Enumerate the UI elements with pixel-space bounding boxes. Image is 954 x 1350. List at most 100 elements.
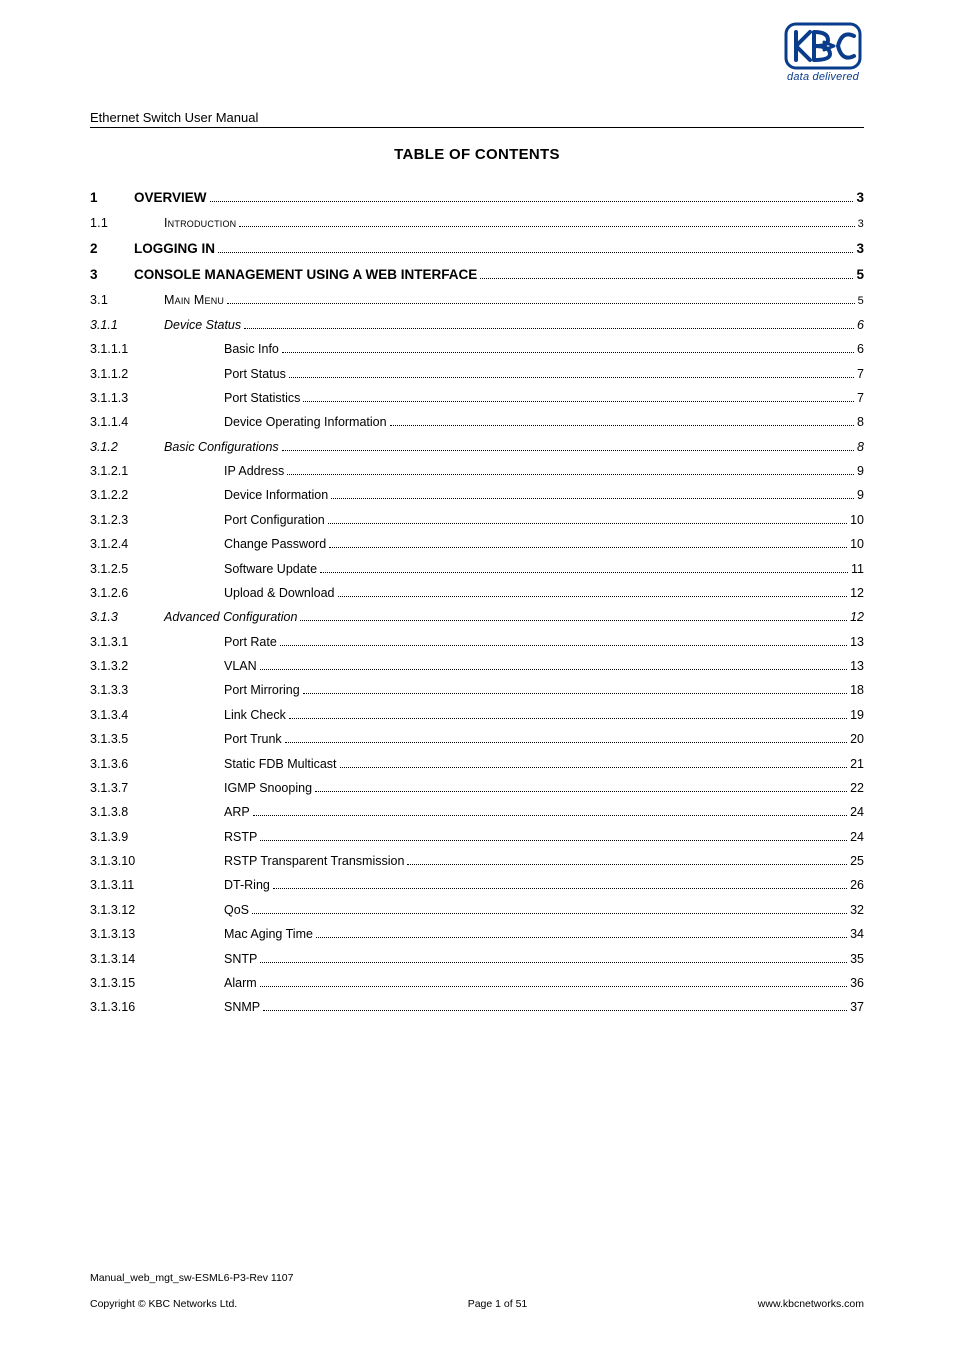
- toc-entry-label: Link Check: [224, 703, 286, 727]
- toc-entry-label: CONSOLE MANAGEMENT USING A WEB INTERFACE: [134, 262, 477, 288]
- toc-entry: 3.1.1.4Device Operating Information8: [90, 410, 864, 434]
- toc-entry: 3.1.3.9RSTP24: [90, 825, 864, 849]
- toc-entry: 3.1.3.3Port Mirroring18: [90, 678, 864, 702]
- toc-leader: [280, 637, 847, 646]
- toc-entry-number: 1: [90, 185, 134, 211]
- toc-entry-number: 3.1.1.4: [90, 410, 224, 434]
- toc-entry: 3.1.1.2Port Status7: [90, 362, 864, 386]
- toc-entry: 3.1.1.3Port Statistics7: [90, 386, 864, 410]
- toc-entry-label: Device Information: [224, 483, 328, 507]
- toc-entry: 3.1.2.5Software Update11: [90, 557, 864, 581]
- toc-entry: 2LOGGING IN 3: [90, 236, 864, 262]
- toc-entry-label: Advanced Configuration: [164, 605, 297, 629]
- kbc-logo-icon: [784, 22, 862, 70]
- toc-entry: 3.1.3.14SNTP35: [90, 947, 864, 971]
- footer-manual-id: Manual_web_mgt_sw-ESML6-P3-Rev 1107: [90, 1272, 864, 1284]
- toc-entry-page: 10: [850, 508, 864, 532]
- toc-entry-number: 2: [90, 236, 134, 262]
- toc-entry-label: Port Statistics: [224, 386, 300, 410]
- toc-entry: 3.1.2.6Upload & Download 12: [90, 581, 864, 605]
- toc-entry-number: 3.1.3.4: [90, 703, 224, 727]
- toc-entry-page: 26: [850, 873, 864, 897]
- toc-entry-number: 1.1: [90, 211, 164, 235]
- toc-entry: 3.1.3.8ARP24: [90, 800, 864, 824]
- toc-entry-page: 7: [857, 386, 864, 410]
- toc-entry-page: 10: [850, 532, 864, 556]
- toc-leader: [340, 759, 848, 768]
- toc-entry: 3.1Main Menu5: [90, 288, 864, 312]
- toc-entry-page: 24: [850, 825, 864, 849]
- toc-entry-page: 24: [850, 800, 864, 824]
- toc-entry: 3.1.2.3Port Configuration10: [90, 508, 864, 532]
- toc-entry: 1OVERVIEW3: [90, 185, 864, 211]
- toc-entry-page: 20: [850, 727, 864, 751]
- brand-tagline: data delivered: [784, 71, 862, 83]
- toc-entry-page: 6: [857, 337, 864, 361]
- toc-entry: 3.1.3.12QoS32: [90, 898, 864, 922]
- toc-leader: [316, 929, 847, 938]
- toc-entry-label: Port Rate: [224, 630, 277, 654]
- toc-entry: 3.1.3.5Port Trunk 20: [90, 727, 864, 751]
- toc-entry-label: RSTP Transparent Transmission: [224, 849, 404, 873]
- toc-entry: 3.1.3.4Link Check19: [90, 703, 864, 727]
- toc-entry-label: LOGGING IN: [134, 236, 215, 262]
- toc-entry-page: 3: [856, 236, 864, 262]
- toc-entry: 3.1.3.11DT-Ring26: [90, 873, 864, 897]
- toc-entry-label: Software Update: [224, 557, 317, 581]
- toc-entry-label: Basic Info: [224, 337, 279, 361]
- toc-leader: [303, 686, 847, 695]
- toc-entry: 3.1.1.1Basic Info6: [90, 337, 864, 361]
- running-header: Ethernet Switch User Manual: [90, 110, 864, 125]
- toc-entry-page: 9: [857, 459, 864, 483]
- toc-entry-number: 3.1.2: [90, 435, 164, 459]
- brand-logo: data delivered: [784, 22, 862, 83]
- toc-entry-page: 3: [858, 214, 864, 235]
- toc-entry-label: Port Status: [224, 362, 286, 386]
- toc-entry: 3.1.3.10RSTP Transparent Transmission 25: [90, 849, 864, 873]
- toc-entry-label: DT-Ring: [224, 873, 270, 897]
- toc-leader: [260, 832, 847, 841]
- toc-entry-number: 3.1.3.10: [90, 849, 224, 873]
- toc-leader: [390, 418, 854, 427]
- toc-entry-label: VLAN: [224, 654, 257, 678]
- toc-entry: 3.1.2.1IP Address9: [90, 459, 864, 483]
- toc-leader: [263, 1003, 847, 1012]
- toc-entry-page: 25: [850, 849, 864, 873]
- toc-title: TABLE OF CONTENTS: [90, 146, 864, 163]
- toc-entry-page: 18: [850, 678, 864, 702]
- toc-entry-page: 5: [858, 291, 864, 312]
- toc-entry-page: 12: [850, 581, 864, 605]
- toc-entry: 3.1.3.6Static FDB Multicast21: [90, 752, 864, 776]
- toc-entry-number: 3.1.3: [90, 605, 164, 629]
- toc-entry-number: 3.1.2.6: [90, 581, 224, 605]
- toc-entry-number: 3.1.3.3: [90, 678, 224, 702]
- toc-entry-label: Change Password: [224, 532, 326, 556]
- document-page: data delivered Ethernet Switch User Manu…: [0, 0, 954, 1350]
- toc-leader: [289, 369, 854, 378]
- toc-entry-page: 34: [850, 922, 864, 946]
- toc-entry: 1.1Introduction 3: [90, 211, 864, 235]
- toc-entry-page: 9: [857, 483, 864, 507]
- toc-entry-number: 3.1.3.15: [90, 971, 224, 995]
- toc-entry-number: 3.1.3.1: [90, 630, 224, 654]
- toc-leader: [329, 539, 847, 548]
- toc-entry-label: Port Trunk: [224, 727, 282, 751]
- toc-leader: [303, 393, 854, 402]
- toc-entry-label: Upload & Download: [224, 581, 335, 605]
- toc-entry-label: SNTP: [224, 947, 257, 971]
- footer-copyright: Copyright © KBC Networks Ltd.: [90, 1298, 237, 1310]
- toc-leader: [239, 220, 854, 228]
- toc-entry-label: Introduction: [164, 211, 236, 235]
- toc-leader: [227, 297, 855, 305]
- toc-entry-label: Static FDB Multicast: [224, 752, 337, 776]
- toc-entry-number: 3.1.3.5: [90, 727, 224, 751]
- toc-leader: [244, 320, 854, 329]
- toc-entry-label: Port Configuration: [224, 508, 325, 532]
- toc-leader: [273, 881, 847, 890]
- toc-entry: 3.1.3.13Mac Aging Time34: [90, 922, 864, 946]
- toc-leader: [282, 442, 854, 451]
- toc-leader: [260, 661, 847, 670]
- toc-entry-page: 13: [850, 654, 864, 678]
- toc-leader: [300, 613, 847, 622]
- toc-leader: [285, 734, 847, 743]
